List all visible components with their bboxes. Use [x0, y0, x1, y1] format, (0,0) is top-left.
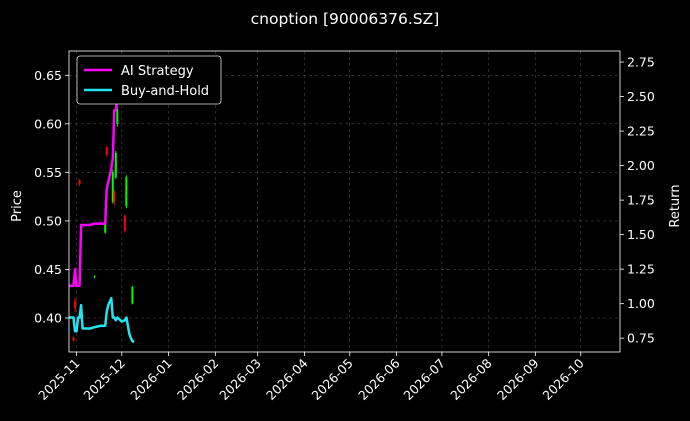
y2-tick-label: 2.75 — [627, 55, 655, 70]
legend-label-ai-strategy: AI Strategy — [121, 64, 194, 79]
candle-body — [93, 276, 96, 278]
candle-body — [111, 172, 114, 202]
legend-box — [76, 55, 222, 105]
y2-tick-label: 1.75 — [627, 193, 655, 208]
candle-body — [72, 337, 75, 341]
y-tick-label: 0.55 — [34, 165, 62, 180]
candle-body — [114, 152, 117, 178]
y2-tick-label: 1.00 — [627, 296, 655, 311]
legend: AI Strategy Buy-and-Hold — [76, 55, 222, 105]
candle-body — [123, 216, 126, 231]
y2-tick-label: 1.50 — [627, 227, 655, 242]
chart-title: cnoption [90006376.SZ] — [251, 10, 440, 28]
candle-body — [78, 180, 81, 185]
legend-label-buy-and-hold: Buy-and-Hold — [121, 84, 209, 99]
candle-body — [116, 109, 119, 124]
y-tick-label: 0.40 — [34, 311, 62, 326]
y-tick-label: 0.60 — [34, 116, 62, 131]
y2-tick-label: 0.75 — [627, 331, 655, 346]
y2-tick-label: 1.25 — [627, 262, 655, 277]
y-tick-label: 0.65 — [34, 68, 62, 83]
y2-tick-label: 2.00 — [627, 158, 655, 173]
y2-axis-label: Return — [668, 184, 683, 227]
ai-strategy-line — [69, 89, 122, 287]
candle-body — [74, 300, 77, 309]
y-tick-label: 0.45 — [34, 262, 62, 277]
y2-tick-label: 2.50 — [627, 89, 655, 104]
candle-body — [105, 147, 108, 155]
candle-body — [113, 191, 116, 202]
candle-body — [125, 177, 128, 207]
buy-and-hold-line — [69, 296, 135, 344]
axes-frame — [68, 50, 621, 353]
y2-tick-label: 2.25 — [627, 124, 655, 139]
y-tick-label: 0.50 — [34, 213, 62, 228]
candle-body — [131, 286, 134, 304]
candle-body — [104, 220, 107, 233]
y-axis-label: Price — [10, 190, 25, 222]
